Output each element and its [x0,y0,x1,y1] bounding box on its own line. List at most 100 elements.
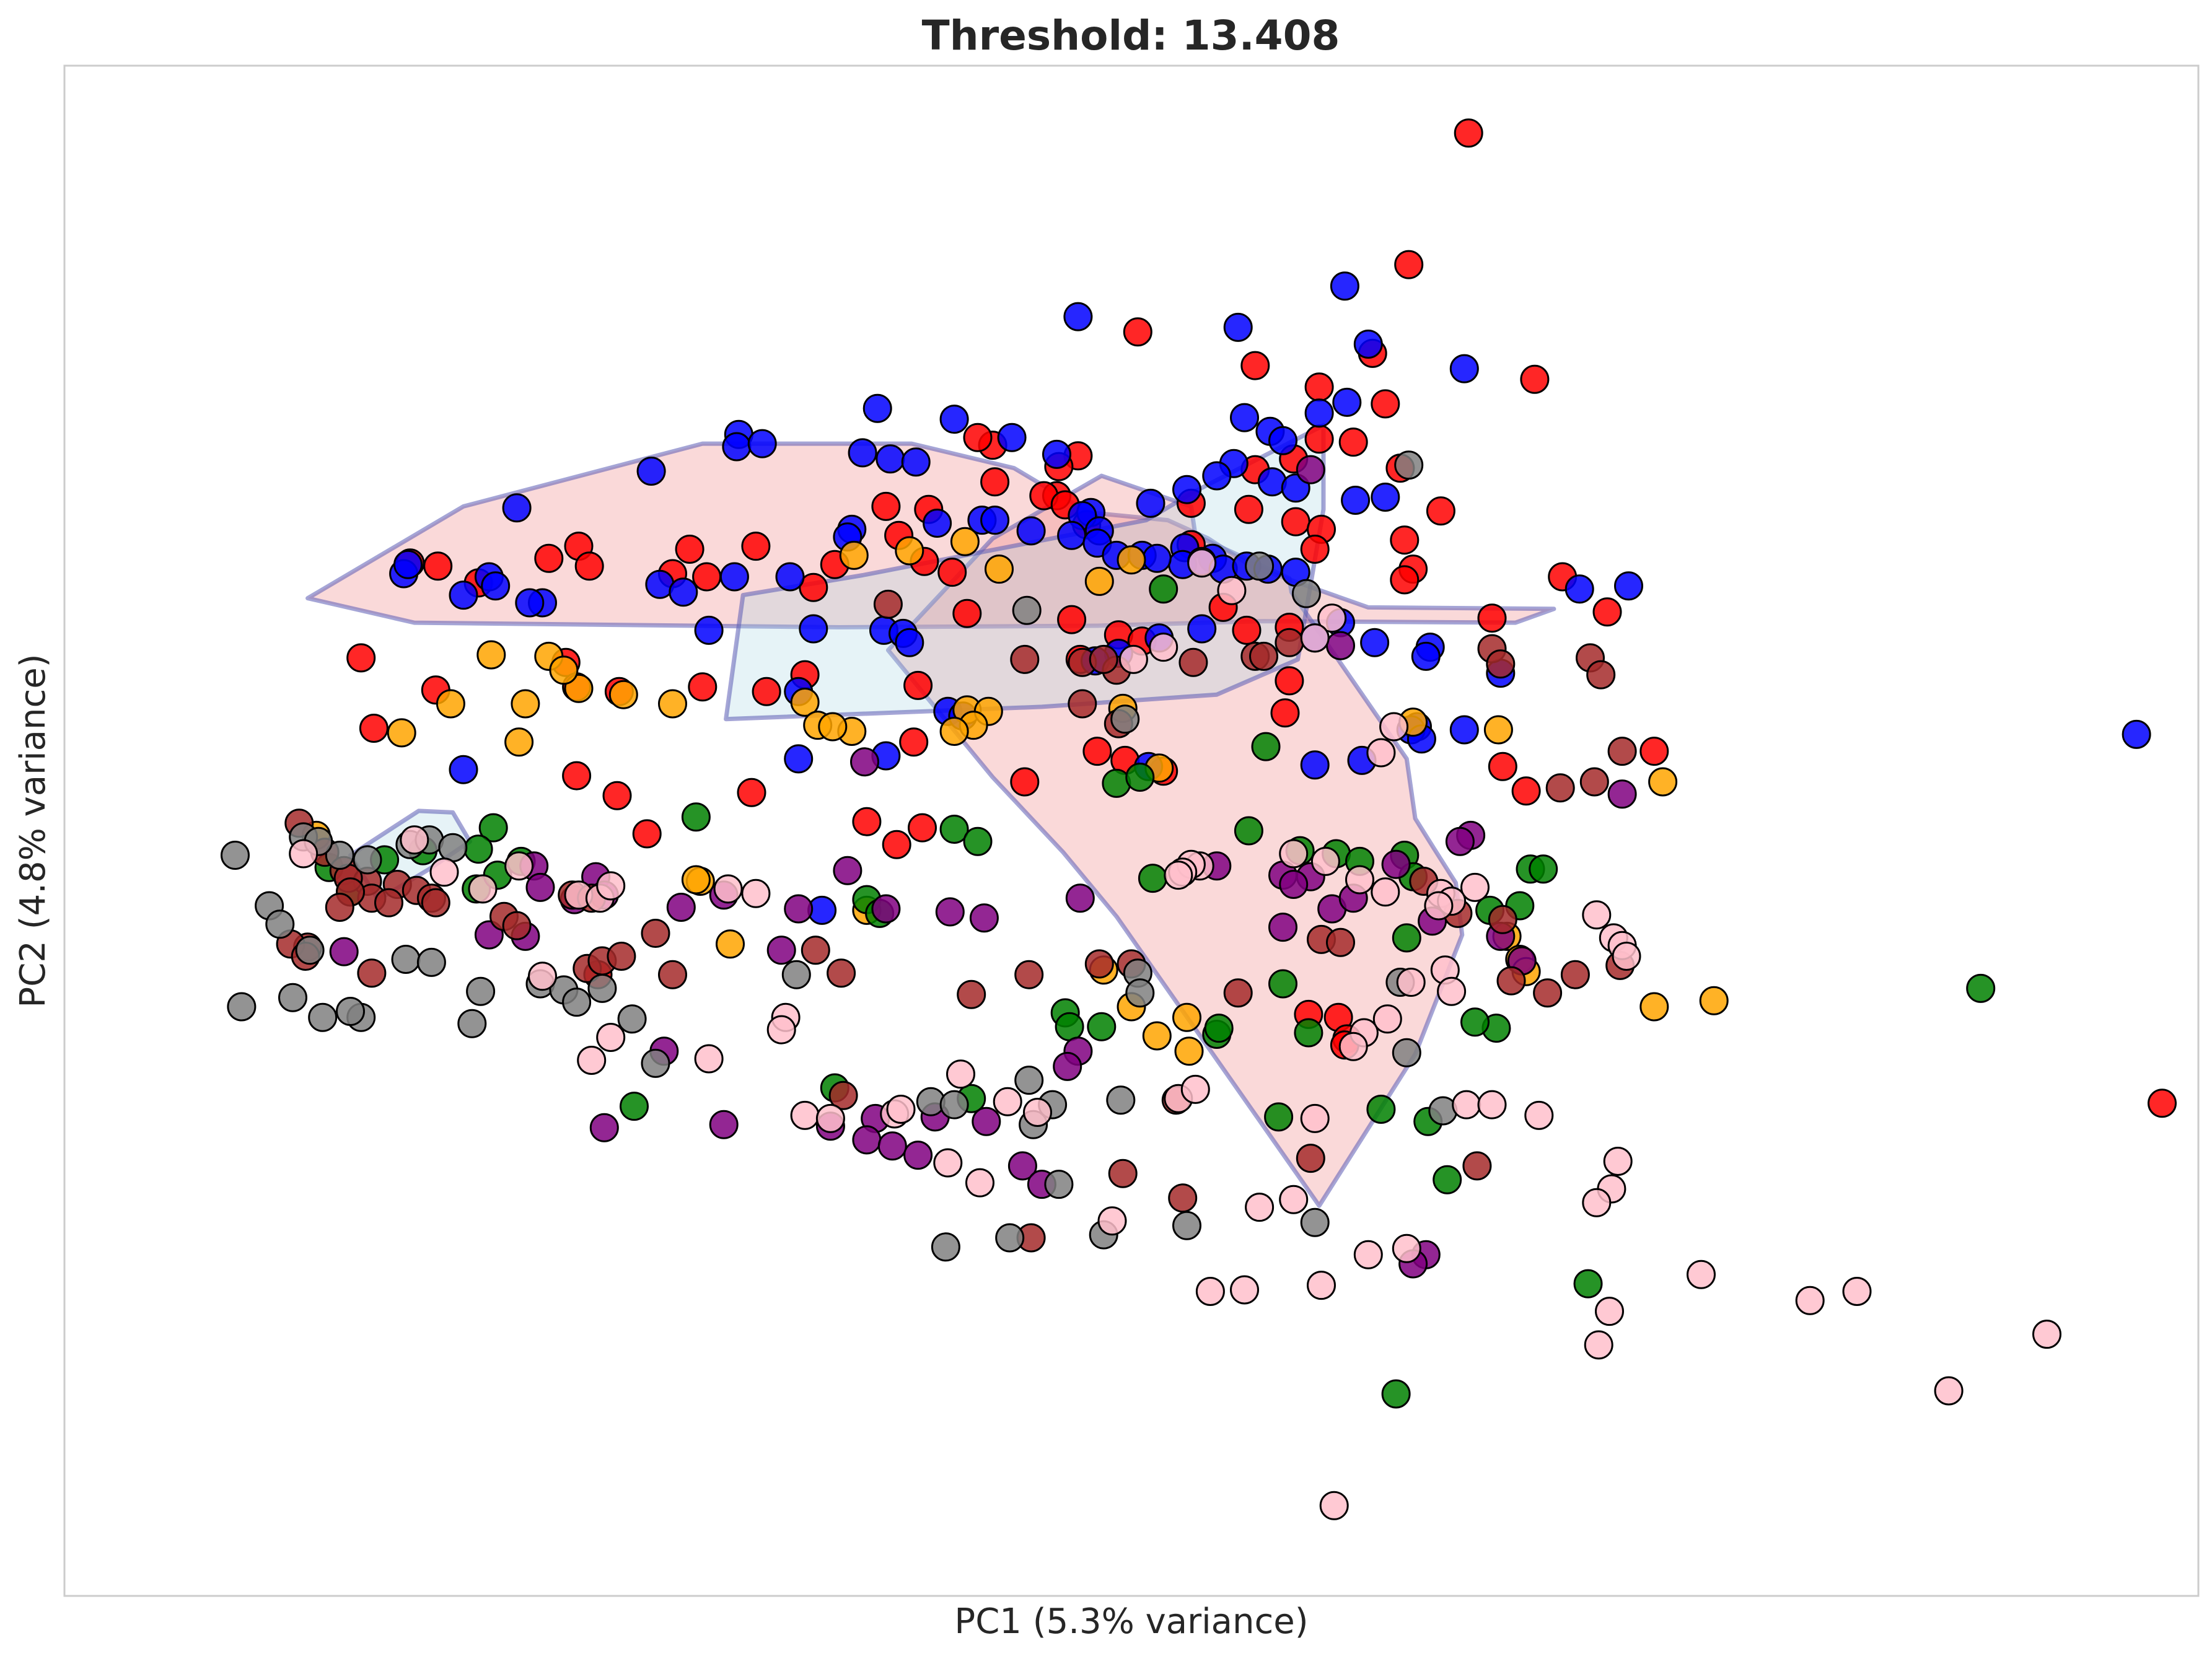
data-point [608,680,638,709]
data-point [997,423,1027,452]
data-point [617,1004,647,1034]
data-point [1612,942,1641,971]
data-point [1168,1183,1198,1213]
data-point [449,580,478,610]
data-point [709,1110,739,1139]
data-point [1023,1098,1052,1127]
data-point [1595,1297,1624,1326]
data-point [589,1113,619,1142]
data-point [602,781,632,810]
data-point [1279,1185,1309,1214]
data-point [1603,1147,1633,1176]
data-point [965,1168,994,1198]
data-point [1477,1090,1507,1119]
data-point [1338,1032,1368,1061]
data-point [980,506,1010,535]
data-point [577,1046,607,1075]
data-point [1639,992,1669,1022]
data-point [1565,574,1594,604]
data-point [1371,877,1400,907]
data-point [528,962,557,991]
data-point [666,893,696,922]
data-point [1462,1151,1492,1181]
data-point [839,540,869,570]
data-point [790,688,820,717]
data-point [1234,494,1263,524]
data-point [1394,450,1424,480]
data-point [1195,1277,1225,1306]
data-point [1014,960,1044,989]
data-point [1319,1491,1349,1520]
data-point [766,935,796,965]
data-point [784,894,814,924]
data-point [423,551,453,581]
data-point [466,976,496,1006]
data-point [1068,689,1097,719]
data-point [502,911,532,940]
data-point [1477,603,1507,633]
data-point [641,1048,670,1078]
data-point [1187,548,1217,578]
data-point [1966,973,1996,1003]
data-point [227,992,257,1022]
data-point [694,615,724,645]
data-point [1223,312,1253,342]
data-point [1586,660,1616,690]
data-point [1087,1012,1117,1041]
data-point [1533,978,1563,1008]
data-point [1366,1095,1396,1124]
data-point [963,826,993,856]
data-point [632,819,662,849]
data-point [1084,566,1114,596]
data-point [1217,576,1247,605]
data-point [1300,535,1330,564]
data-point [2032,1320,2061,1349]
data-point [952,598,982,628]
data-point [357,958,387,988]
data-point [716,929,745,959]
data-point [457,1009,487,1038]
data-point [1326,927,1355,957]
data-point [329,937,359,966]
data-point [596,1023,626,1052]
data-point [1584,1330,1613,1360]
data-point [1082,737,1112,766]
data-point [1381,1379,1411,1409]
data-point [1341,486,1371,515]
data-point [882,830,911,859]
data-point [1117,545,1146,575]
data-point [1172,475,1201,504]
data-point [1524,1100,1554,1130]
data-point [1449,715,1479,745]
data-point [1053,1051,1082,1081]
data-point [1014,1066,1044,1095]
data-point [1437,976,1467,1006]
data-point [1353,330,1383,359]
data-point [295,935,325,965]
data-point [1300,1103,1330,1133]
data-point [504,851,534,881]
data-point [1460,1007,1490,1037]
data-point [476,640,506,670]
data-point [1511,776,1541,806]
data-point [511,689,540,719]
data-point [549,655,579,685]
data-point [416,947,446,977]
data-point [669,577,698,607]
data-point [1042,439,1071,469]
data-point [1411,641,1441,671]
data-point [939,815,969,844]
data-point [1433,1165,1462,1194]
points-layer [221,118,2177,1520]
data-point [325,893,354,922]
data-point [620,1092,649,1121]
data-point [1230,403,1259,432]
data-point [1396,968,1426,997]
data-point [950,527,980,556]
plot-area [63,64,2200,1597]
data-point [923,509,952,538]
data-point [775,562,805,592]
series-5 [329,455,1637,1279]
data-point [681,865,711,895]
data-point [790,1100,820,1130]
